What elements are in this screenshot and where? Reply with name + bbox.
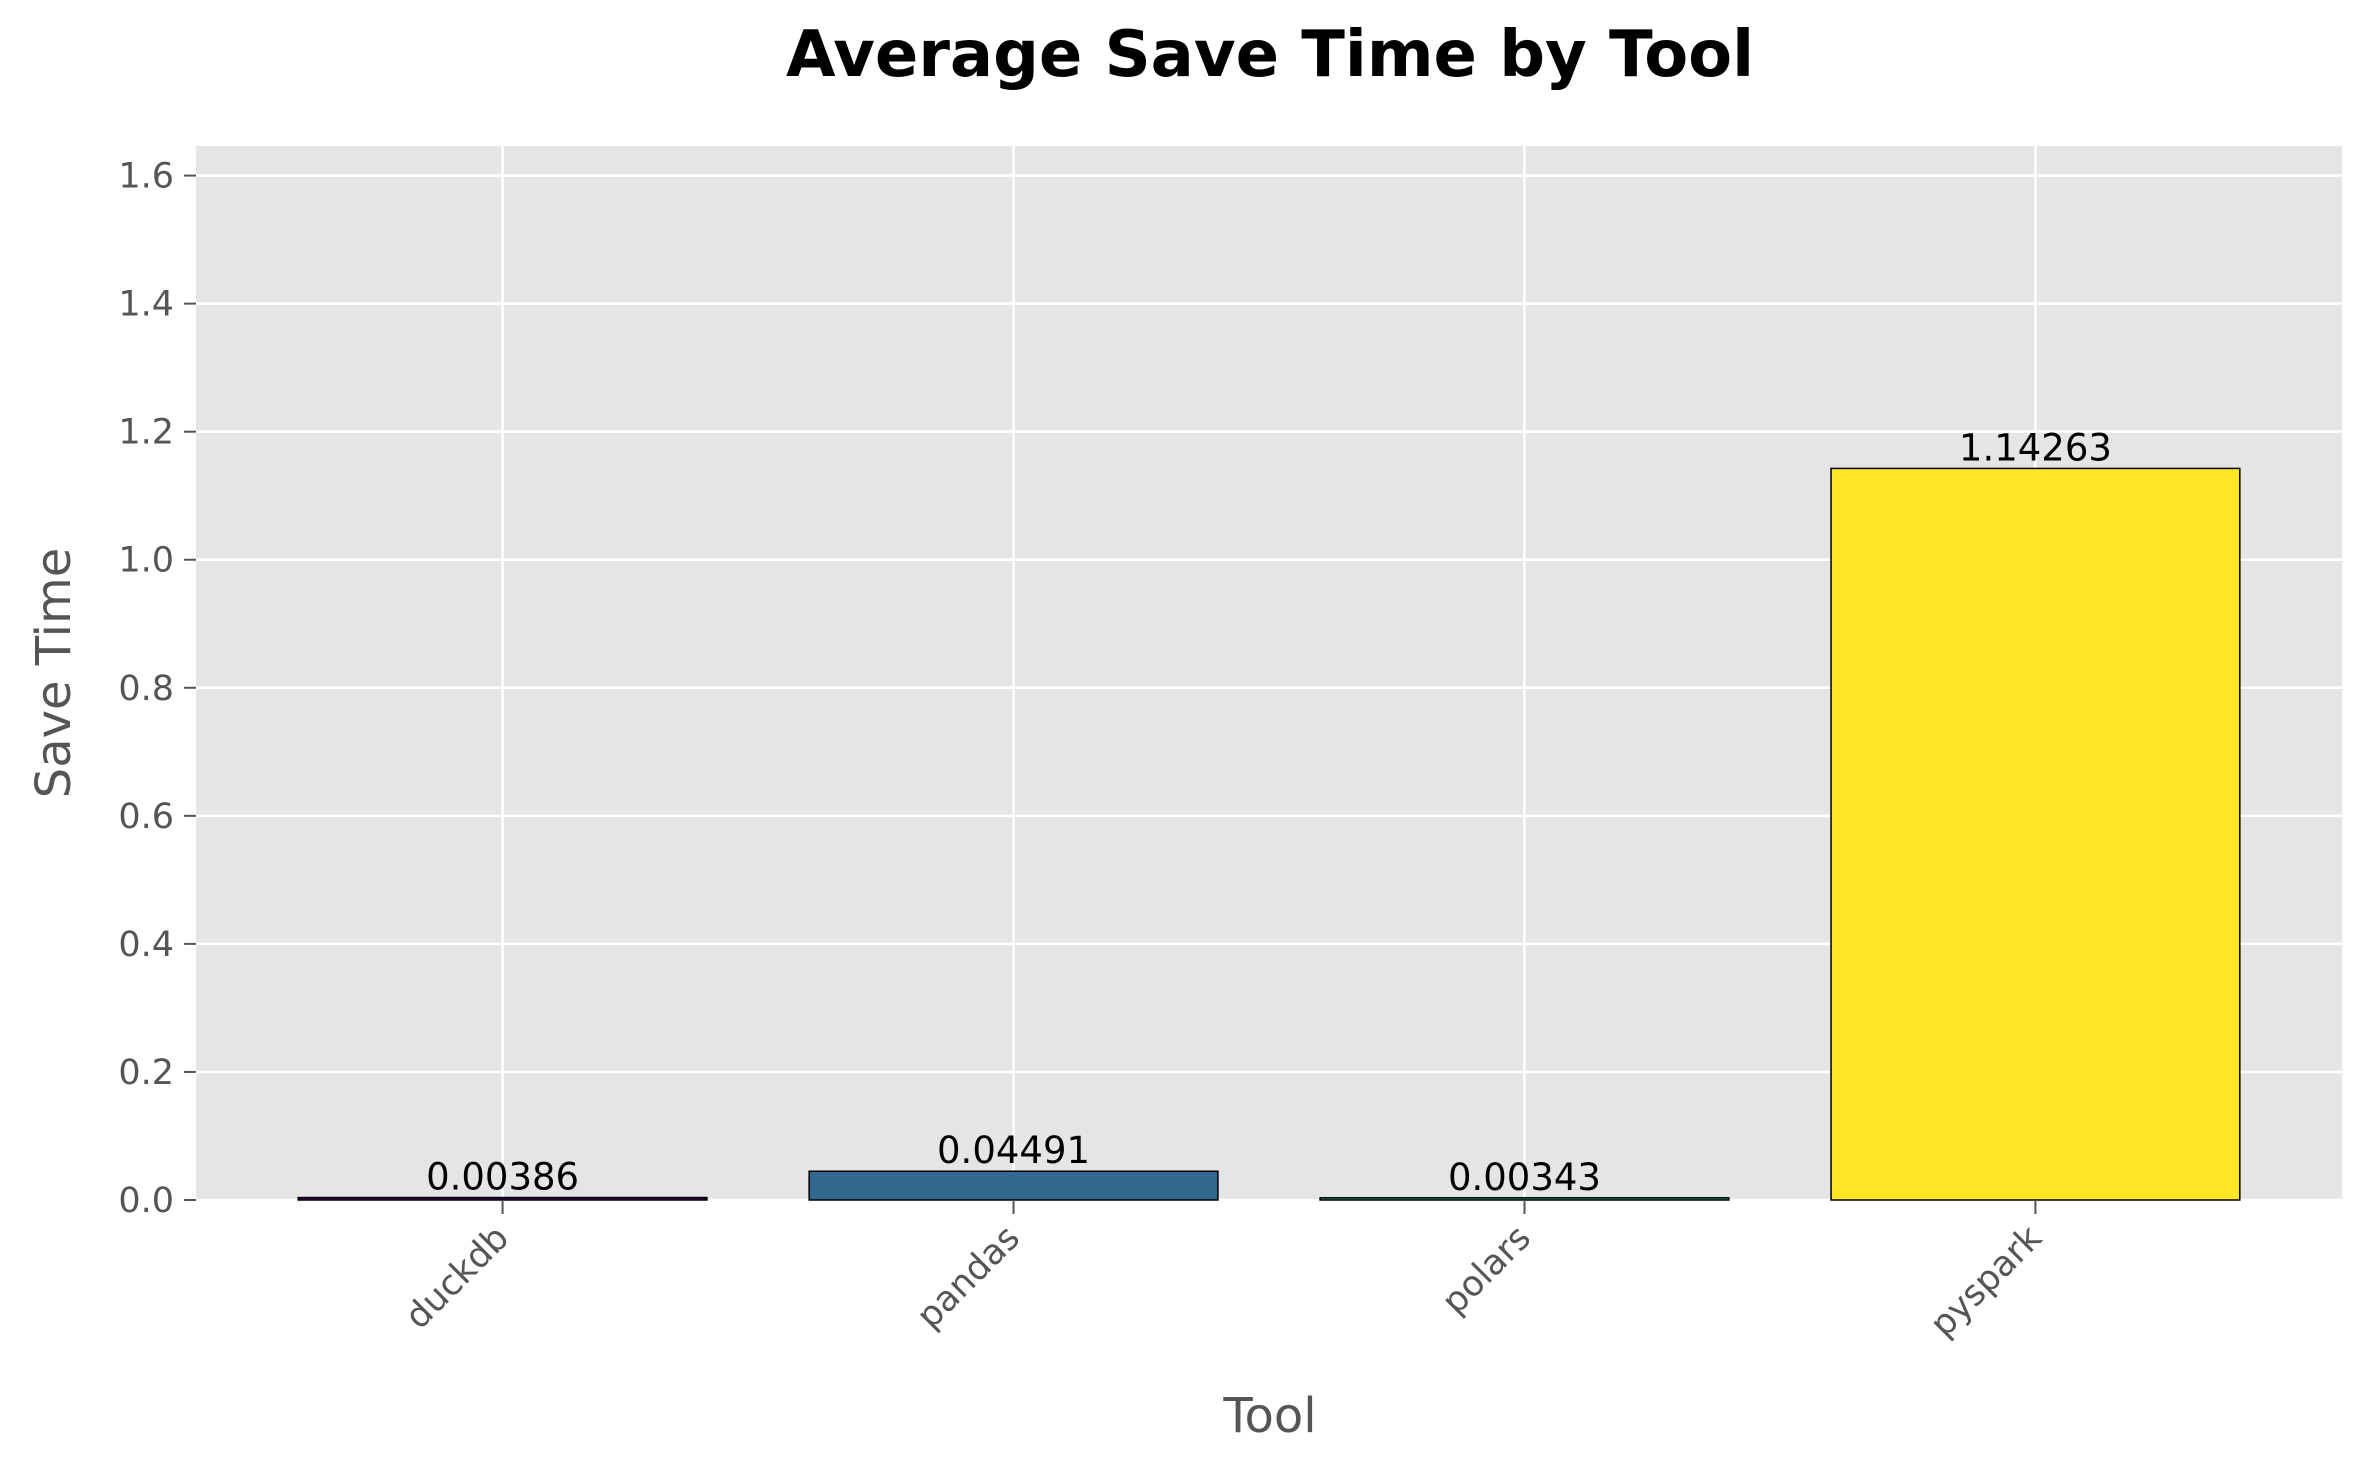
bar-pyspark [1830,467,2241,1201]
bar-pandas [808,1170,1219,1201]
x-tick-label-pandas: pandas [909,1218,1028,1337]
x-tick-label-polars: polars [1435,1218,1539,1322]
x-axis: duckdb pandas polars pyspark [398,1200,2050,1345]
y-tick-label: 1.6 [118,157,174,197]
x-tick-label-duckdb: duckdb [398,1218,517,1337]
y-axis-title: Save Time [26,548,82,799]
x-axis-title: Tool [1222,1388,1316,1444]
data-label-polars: 0.00343 [1448,1156,1601,1199]
y-tick-label: 0.4 [118,925,174,965]
data-labels: 0.00386 0.04491 0.00343 1.14263 [426,426,2112,1198]
y-tick-label: 1.0 [118,541,174,581]
y-tick-label: 1.4 [118,285,174,325]
gridlines [196,146,2342,1202]
bars [297,467,2241,1201]
data-label-pyspark: 1.14263 [1959,426,2112,469]
chart-title: Average Save Time by Tool [786,18,1754,92]
data-label-pandas: 0.04491 [937,1129,1090,1172]
y-tick-label: 0.2 [118,1053,174,1093]
y-tick-label: 1.2 [118,413,174,453]
y-tick-label: 0.6 [118,797,174,837]
x-tick-label-pyspark: pyspark [1923,1218,2050,1345]
y-tick-label: 0.8 [118,669,174,709]
y-tick-label: 0.0 [118,1181,174,1221]
data-label-duckdb: 0.00386 [426,1156,579,1199]
y-axis: 0.0 0.2 0.4 0.6 0.8 1.0 1.2 1.4 1.6 [118,157,196,1221]
